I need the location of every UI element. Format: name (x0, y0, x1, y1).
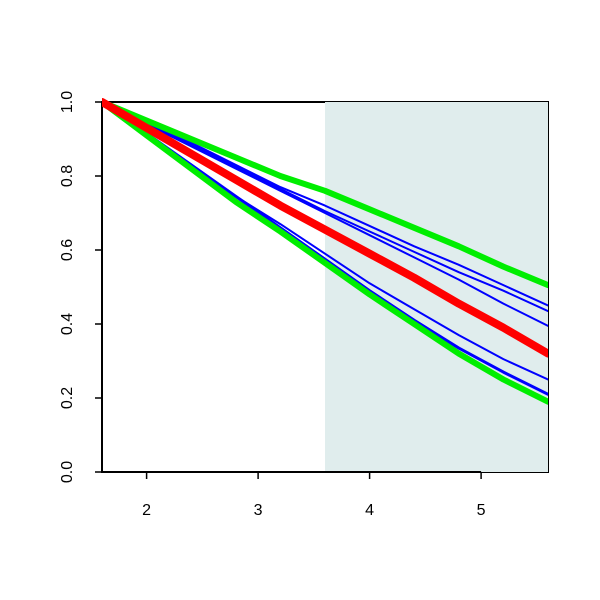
line (102, 99, 548, 405)
line (102, 99, 548, 289)
y-tick-label: 0.4 (59, 313, 76, 335)
line (102, 101, 548, 313)
line (102, 101, 548, 327)
x-tick-label: 4 (365, 502, 374, 519)
y-tick-label: 0.8 (59, 165, 76, 187)
y-tick-label: 0.6 (59, 239, 76, 261)
x-tick-label: 3 (254, 502, 263, 519)
y-tick-label: 0.2 (59, 387, 76, 409)
y-tick-label: 1.0 (59, 91, 76, 113)
x-tick-label: 2 (142, 502, 151, 519)
line (102, 98, 548, 358)
x-tick-label: 5 (477, 502, 486, 519)
y-tick-label: 0.0 (59, 461, 76, 483)
